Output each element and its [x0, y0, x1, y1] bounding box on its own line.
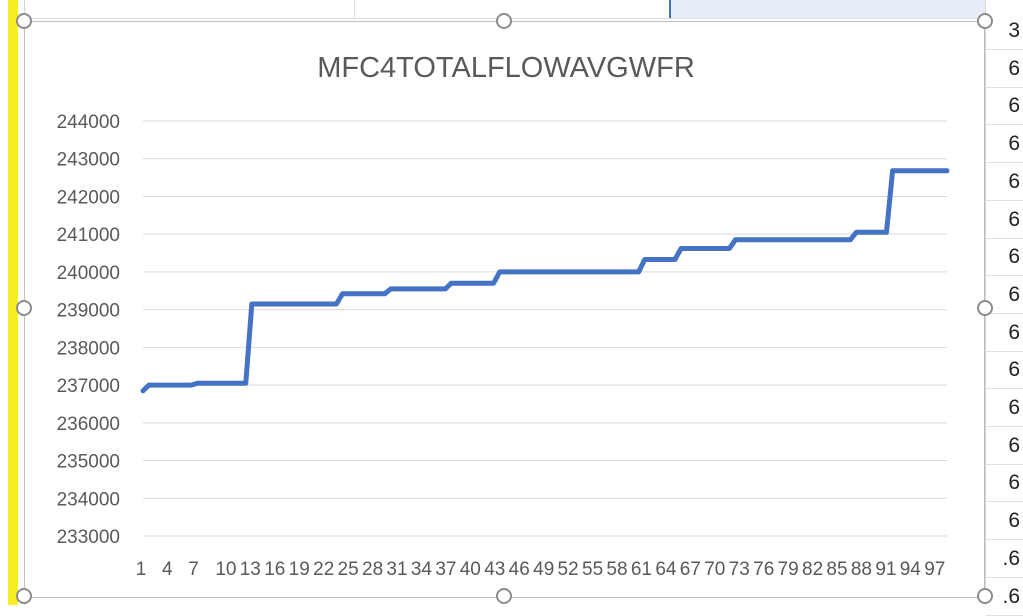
sheet-cell[interactable]: 6: [986, 314, 1023, 352]
x-tick-label: 16: [264, 559, 285, 580]
y-tick-label: 244000: [57, 112, 120, 133]
x-axis-labels: 1 4 7 10 13 16 19 22 25 28 31 34 37 40 43 46 49 52 55 58 61 6…: [136, 559, 946, 580]
x-tick-label: 94: [900, 559, 922, 580]
x-tick-label: 85: [826, 559, 847, 580]
resize-handle-bottom-right[interactable]: [977, 588, 993, 604]
sheet-cell[interactable]: 6: [986, 163, 1023, 201]
y-tick-label: 239000: [57, 301, 120, 322]
x-tick-label: 82: [802, 559, 823, 580]
x-tick-label: 40: [460, 559, 481, 580]
sheet-cell[interactable]: 6: [986, 276, 1023, 314]
y-tick-label: 241000: [57, 225, 120, 246]
x-tick-label: 28: [362, 559, 383, 580]
x-tick-label: 7: [188, 559, 199, 580]
x-tick-label: 46: [509, 559, 530, 580]
x-tick-label: 19: [289, 559, 310, 580]
sheet-cell[interactable]: .6: [986, 540, 1023, 578]
x-tick-label: 79: [778, 559, 799, 580]
sheet-cell[interactable]: 6: [986, 389, 1023, 427]
y-tick-label: 234000: [57, 489, 120, 510]
chart-area[interactable]: MFC4TOTALFLOWAVGWFR 244000 243000 242000 24…: [24, 21, 985, 598]
y-tick-label: 233000: [57, 527, 120, 548]
y-axis-labels: 244000 243000 242000 241000 240000 239000 2380…: [57, 112, 120, 548]
sheet-cell[interactable]: 6: [986, 464, 1023, 503]
chart-title: MFC4TOTALFLOWAVGWFR: [317, 52, 695, 84]
y-tick-label: 238000: [57, 338, 120, 359]
x-tick-label: 76: [753, 559, 774, 580]
x-tick-label: 43: [484, 559, 505, 580]
resize-handle-top-center[interactable]: [496, 13, 512, 29]
series-line: [140, 168, 950, 394]
x-tick-label: 52: [558, 559, 579, 580]
resize-handle-top-left[interactable]: [16, 13, 32, 29]
y-tick-label: 242000: [57, 187, 120, 208]
y-tick-label: 240000: [57, 263, 120, 284]
x-tick-label: 67: [680, 559, 701, 580]
gridlines: [143, 120, 947, 537]
x-tick-label: 25: [338, 559, 359, 580]
y-tick-label: 236000: [57, 414, 120, 435]
highlighted-column: [8, 0, 18, 605]
x-tick-label: 55: [582, 559, 603, 580]
sheet-cell[interactable]: 6: [986, 502, 1023, 541]
x-tick-label: 1: [136, 559, 147, 580]
resize-handle-middle-left[interactable]: [16, 300, 32, 316]
sheet-cell[interactable]: 6: [986, 351, 1023, 390]
resize-handle-bottom-left[interactable]: [16, 588, 32, 604]
y-tick-label: 237000: [57, 376, 120, 397]
sheet-cell[interactable]: 6: [986, 201, 1023, 239]
resize-handle-middle-right[interactable]: [977, 300, 993, 316]
x-tick-label: 58: [606, 559, 627, 580]
resize-handle-top-right[interactable]: [977, 13, 993, 29]
x-tick-label: 37: [435, 559, 456, 580]
resize-handle-bottom-center[interactable]: [496, 588, 512, 604]
x-tick-label: 13: [240, 559, 261, 580]
x-tick-label: 97: [924, 559, 945, 580]
x-tick-label: 49: [533, 559, 554, 580]
y-tick-label: 243000: [57, 150, 120, 171]
x-tick-label: 61: [631, 559, 652, 580]
sheet-cell[interactable]: 6: [986, 87, 1023, 126]
y-tick-label: 235000: [57, 452, 120, 473]
x-tick-label: 70: [704, 559, 725, 580]
line-chart: MFC4TOTALFLOWAVGWFR 24400024300024200024…: [57, 52, 950, 580]
x-tick-label: 22: [313, 559, 334, 580]
x-tick-label: 88: [851, 559, 872, 580]
x-tick-label: 4: [162, 559, 173, 580]
x-tick-label: 31: [386, 559, 407, 580]
x-tick-label: 73: [729, 559, 750, 580]
sheet-cell[interactable]: 3: [986, 12, 1023, 50]
x-tick-label: 91: [875, 559, 896, 580]
x-tick-label: 64: [655, 559, 677, 580]
selected-column-header[interactable]: [669, 0, 987, 18]
sheet-cell[interactable]: 6: [986, 125, 1023, 164]
sheet-cell[interactable]: 6: [986, 238, 1023, 277]
sheet-cell[interactable]: 6: [986, 50, 1023, 88]
x-tick-label: 34: [411, 559, 433, 580]
column-divider: [354, 0, 355, 18]
x-tick-label: 10: [215, 559, 236, 580]
sheet-cell[interactable]: 6: [986, 427, 1023, 465]
